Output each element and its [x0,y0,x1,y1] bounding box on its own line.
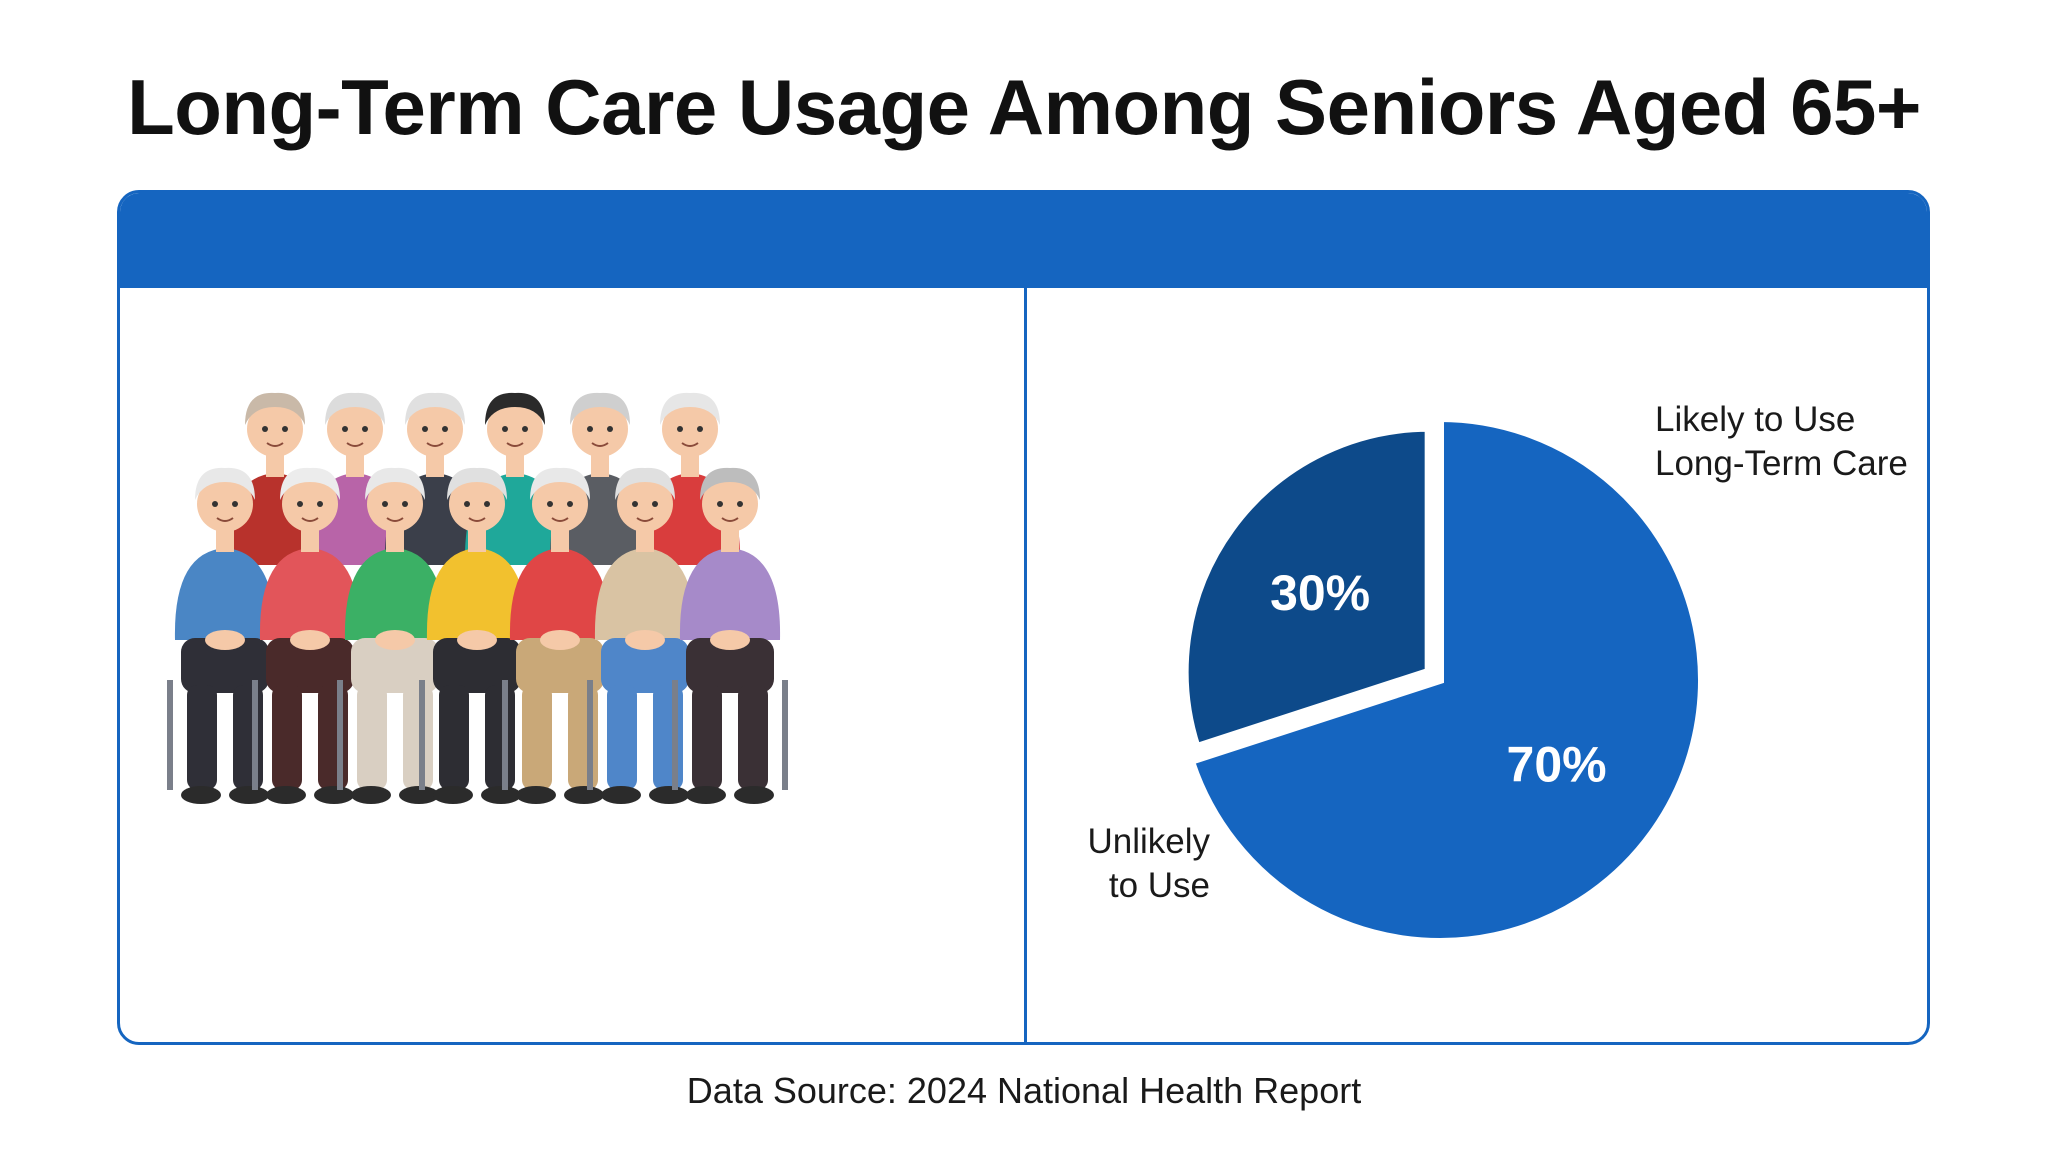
pie-slice-value-label: 70% [1507,737,1607,793]
data-source-note: Data Source: 2024 National Health Report [686,1070,1362,1111]
seniors-front-row [167,467,788,804]
senior-figure [419,467,535,804]
panel-header-bar [120,193,1927,288]
pie-slice-label: Unlikely to Use [1060,820,1210,908]
senior-figure [337,467,453,804]
panel-divider [1024,288,1027,1042]
pie-slice-label-line: to Use [1108,866,1210,905]
pie-slice-label-line: Likely to Use [1655,400,1856,439]
pie-slice-label-line: Long-Term Care [1655,444,1908,483]
seniors-illustration-icon [167,392,788,804]
senior-figure [672,467,788,804]
pie-slice-label: Likely to Use Long-Term Care [1655,398,1908,486]
pie-chart: 70% 30% [1180,413,1706,945]
page-title: Long-Term Care Usage Among Seniors Aged … [127,63,1921,151]
pie-slice-value-label: 30% [1270,565,1370,621]
senior-figure [167,467,283,804]
pie-slice-2 [1180,423,1433,753]
pie-slice-1 [1185,413,1706,945]
pie-slice-label-line: Unlikely [1087,822,1210,861]
